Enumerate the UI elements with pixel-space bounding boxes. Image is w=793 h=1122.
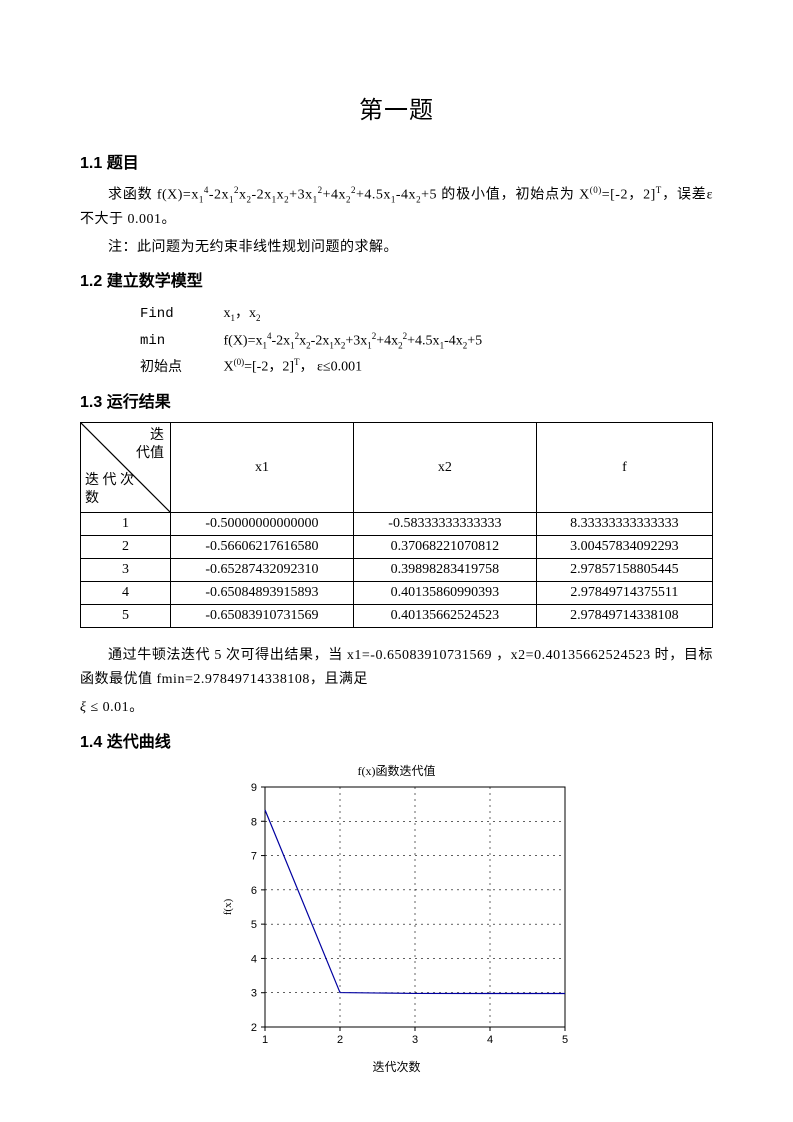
svg-text:2: 2 [336,1034,342,1046]
table-row: 3-0.652874320923100.398982834197582.9785… [81,559,713,582]
t: +4.5x [407,333,439,348]
svg-text:3: 3 [250,987,256,999]
table-body: 1-0.50000000000000-0.583333333333338.333… [81,513,713,628]
svg-text:5: 5 [561,1034,567,1046]
svg-text:8: 8 [250,816,256,828]
t: ，x [235,306,256,321]
results-table: 迭 代值 迭 代 次 数 x1 x2 f 1-0.50000000000000-… [80,422,713,628]
table-row: 4-0.650848939158930.401358609903932.9784… [81,582,713,605]
t: x [334,333,341,348]
t: -2x [272,333,291,348]
col-x2: x2 [353,423,536,513]
section-1-4-heading: 1.4 迭代曲线 [80,728,713,752]
svg-text:4: 4 [250,953,256,965]
t: -2x [252,188,272,203]
svg-text:2: 2 [250,1022,256,1034]
table-row: 1-0.50000000000000-0.583333333333338.333… [81,513,713,536]
t: +4x [376,333,398,348]
t: =[-2，2] [602,188,656,203]
math-model: Find x1，x2 min f(X)=x14-2x12x2-2x1x2+3x1… [140,301,713,380]
section-1-2-heading: 1.2 建立数学模型 [80,267,713,291]
t: -2x [209,188,229,203]
t: 通过牛顿法迭代 5 次可得出结果，当 x1=-0.65083910731569 … [80,648,713,687]
diag-top-label: 迭 代值 [136,427,164,463]
problem-function: 求函数 f(X)=x14-2x12x2-2x1x2+3x12+4x22+4.5x… [80,183,713,232]
svg-text:7: 7 [250,850,256,862]
svg-text:4: 4 [486,1034,492,1046]
t: X [224,360,234,375]
page: 第一题 1.1 题目 求函数 f(X)=x14-2x12x2-2x1x2+3x1… [0,0,793,1115]
t: +3x [289,188,312,203]
problem-note: 注：此问题为无约束非线性规划问题的求解。 [80,236,713,260]
t: +5 的极小值，初始点为 [421,188,575,203]
t: +4.5x [356,188,391,203]
t: X [579,188,590,203]
main-title: 第一题 [80,90,713,125]
model-init: 初始点 X(0)=[-2，2]T， ε≤0.001 [140,354,713,380]
find-label: Find [140,302,220,327]
t: -4x [444,333,463,348]
svg-text:3: 3 [411,1034,417,1046]
t: x [239,188,247,203]
t: +5 [467,333,482,348]
table-header-row: 迭 代值 迭 代 次 数 x1 x2 f [81,423,713,513]
diag-bot-label: 迭 代 次 数 [85,472,134,508]
t: +3x [345,333,367,348]
t: ≤ 0.01 [87,700,130,715]
svg-text:5: 5 [250,919,256,931]
model-find: Find x1，x2 [140,301,713,327]
table-row: 2-0.566062176165800.370682210708123.0045… [81,536,713,559]
t: -2x [311,333,330,348]
svg-text:f(x): f(x) [222,898,234,915]
t: x [224,306,231,321]
col-f: f [536,423,712,513]
conclusion: 通过牛顿法迭代 5 次可得出结果，当 x1=-0.65083910731569 … [80,644,713,692]
chart-svg: 1234523456789f(x) [217,781,577,1051]
min-label: min [140,329,220,354]
t: 求函数 f(X)=x [108,188,199,203]
section-1-1-heading: 1.1 题目 [80,149,713,173]
t: ， ε≤0.001 [300,360,363,375]
model-min: min f(X)=x14-2x12x2-2x1x2+3x12+4x22+4.5x… [140,328,713,355]
col-x1: x1 [171,423,354,513]
t: f(X)=x [224,333,263,348]
table-row: 5-0.650839107315690.401356625245232.9784… [81,605,713,628]
t: 。 [129,700,144,715]
svg-text:1: 1 [261,1034,267,1046]
svg-text:6: 6 [250,884,256,896]
t: =[-2，2] [244,360,294,375]
chart-title: f(x)函数迭代值 [217,762,577,779]
conclusion-eps: ξ ≤ 0.01。 [80,696,713,720]
iteration-chart: f(x)函数迭代值 1234523456789f(x) 迭代次数 [217,762,577,1075]
init-label: 初始点 [140,355,220,380]
t: -4x [396,188,416,203]
section-1-3-heading: 1.3 运行结果 [80,388,713,412]
svg-text:9: 9 [250,782,256,794]
diag-header: 迭 代值 迭 代 次 数 [81,423,171,513]
t: +4x [323,188,346,203]
chart-xlabel: 迭代次数 [217,1058,577,1075]
